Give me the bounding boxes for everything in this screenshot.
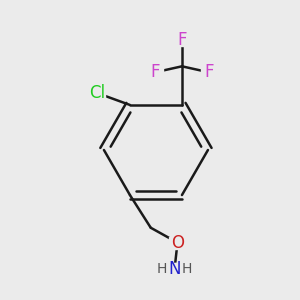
Text: F: F bbox=[177, 31, 187, 49]
Bar bbox=[147, 66, 164, 78]
Text: H: H bbox=[157, 262, 167, 276]
Bar bbox=[166, 263, 183, 275]
Bar bbox=[161, 263, 188, 275]
Bar bbox=[174, 34, 190, 46]
Text: N: N bbox=[168, 260, 181, 278]
Bar bbox=[89, 87, 105, 99]
Text: H: H bbox=[182, 262, 192, 276]
Text: Cl: Cl bbox=[89, 84, 105, 102]
Text: O: O bbox=[171, 234, 184, 252]
Bar bbox=[169, 237, 186, 248]
Text: F: F bbox=[204, 63, 214, 81]
Bar bbox=[200, 66, 217, 78]
Text: F: F bbox=[151, 63, 160, 81]
